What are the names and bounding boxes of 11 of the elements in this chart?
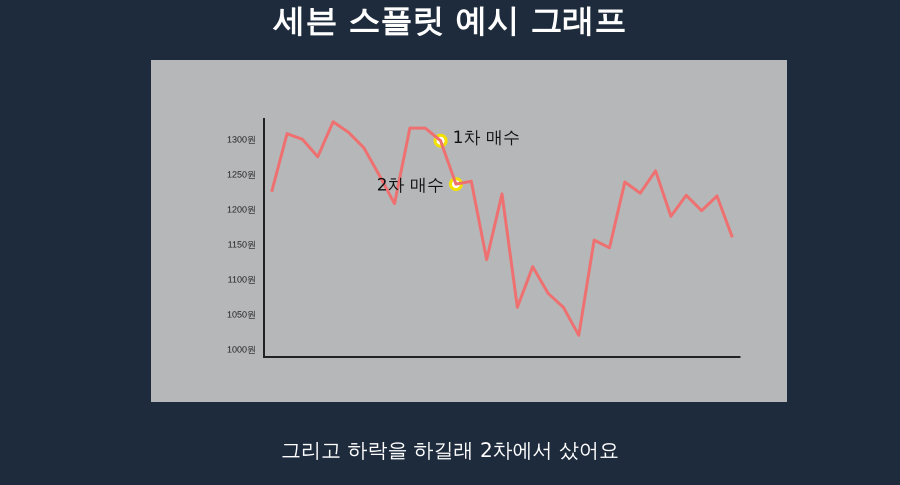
y-tick-label: 1250원 xyxy=(226,169,256,180)
y-tick-label: 1200원 xyxy=(226,204,256,214)
y-tick-label: 1050원 xyxy=(226,309,256,320)
y-tick-label: 1000원 xyxy=(226,344,256,354)
y-tick-label: 1150원 xyxy=(228,239,256,250)
chart-title: 세븐 스플릿 예시 그래프 xyxy=(272,0,628,40)
series-label: 2차 매수 xyxy=(376,176,444,196)
series-label: 1차 매수 xyxy=(452,128,520,148)
y-tick-label: 1300원 xyxy=(226,134,256,144)
y-tick-label: 1100원 xyxy=(228,274,256,284)
text: 그리고 하락을 하길래 2차에서 샀어요 xyxy=(280,437,620,464)
